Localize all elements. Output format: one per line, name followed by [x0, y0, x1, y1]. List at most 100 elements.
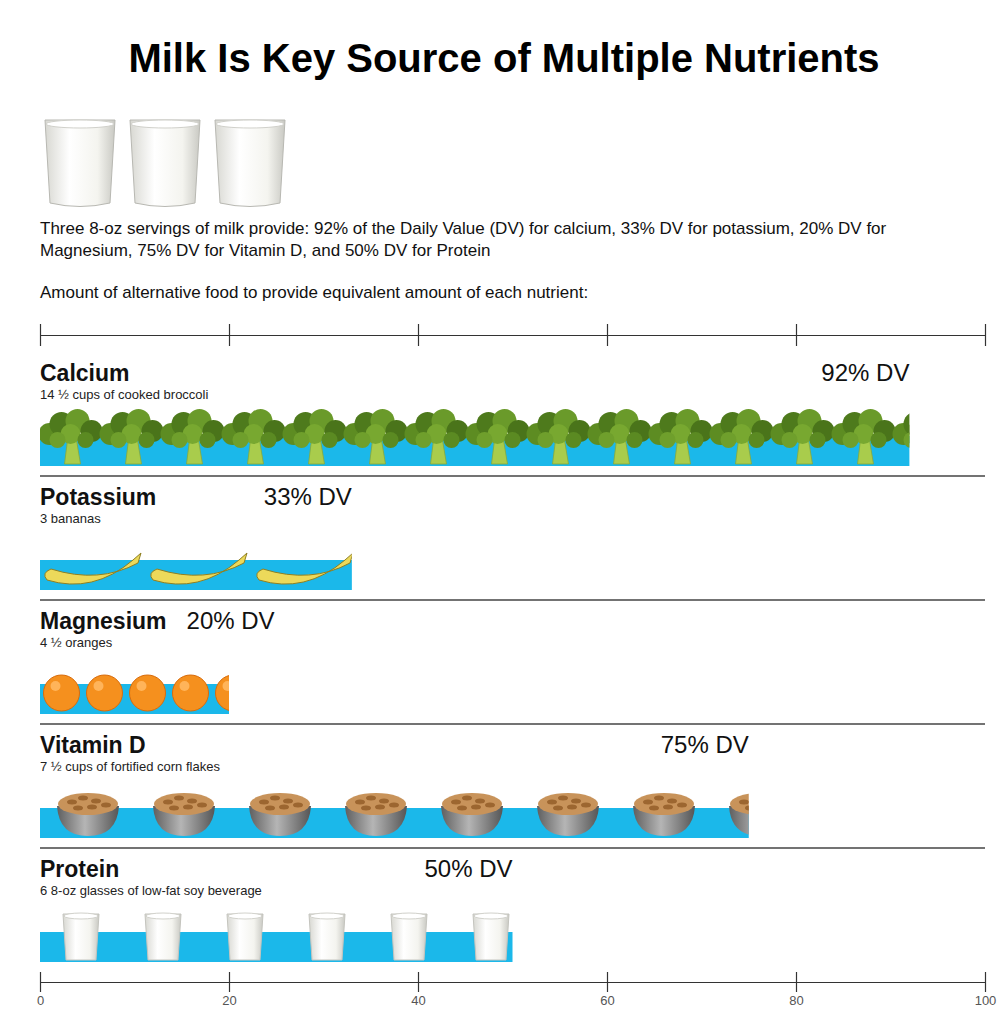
cereal-flake — [475, 799, 485, 804]
category-label: Magnesium — [40, 608, 167, 634]
icon-group — [57, 793, 749, 836]
text-line: Magnesium, 75% DV for Vitamin D, and 50%… — [40, 241, 490, 260]
cereal — [154, 793, 214, 815]
broccoli-floret — [355, 432, 371, 448]
data-label: 50% DV — [424, 855, 512, 882]
cereal-flake — [471, 805, 481, 810]
cereal-flake — [78, 796, 88, 801]
cereal — [538, 793, 598, 815]
cereal-flake — [457, 806, 467, 811]
tick — [229, 324, 230, 346]
tick-mark — [985, 324, 986, 346]
icon — [527, 409, 591, 464]
icon — [100, 409, 164, 464]
cereal-flake — [654, 796, 664, 801]
soy-glass-rim — [310, 913, 344, 919]
chart-svg: Milk Is Key Source of Multiple Nutrients… — [0, 0, 1008, 1017]
icon — [130, 675, 166, 711]
cereal — [250, 793, 310, 815]
bar-row — [40, 675, 252, 714]
icon — [87, 675, 123, 711]
broccoli-floret — [749, 432, 765, 448]
tick-mark — [607, 324, 608, 346]
cereal-flake — [462, 796, 472, 801]
cereal-flake — [283, 799, 293, 804]
tick-label: 20 — [222, 993, 236, 1008]
broccoli-floret — [111, 432, 127, 448]
icon — [173, 675, 209, 711]
broccoli-floret — [172, 432, 188, 448]
subtitle: Three 8-oz servings of milk provide: 92%… — [40, 219, 887, 260]
cereal-flake — [169, 806, 179, 811]
row-separator — [40, 847, 985, 848]
icon — [633, 793, 695, 836]
x-axis-top — [41, 324, 986, 346]
cereal-flake — [677, 803, 687, 808]
tick-label: 0 — [37, 993, 44, 1008]
data-label: 75% DV — [661, 731, 749, 758]
icon — [537, 793, 599, 836]
banana — [151, 553, 247, 584]
cereal-flake — [187, 799, 197, 804]
data-label: 33% DV — [264, 483, 352, 510]
broccoli-floret — [871, 432, 887, 448]
icon — [40, 409, 103, 464]
broccoli-floret — [660, 432, 676, 448]
x-axis-bottom: 020406080100 — [37, 972, 996, 1008]
icon-group — [63, 913, 509, 960]
icon — [473, 913, 509, 960]
text-line: Three 8-oz servings of milk provide: 92%… — [40, 219, 887, 238]
broccoli-floret — [721, 432, 737, 448]
orange-highlight — [180, 681, 190, 691]
bar-row — [40, 793, 791, 838]
category-label: Calcium — [40, 360, 129, 386]
cereal-flake — [265, 806, 275, 811]
cereal — [346, 793, 406, 815]
icon — [344, 409, 408, 464]
icon — [649, 409, 713, 464]
cereal-flake — [667, 799, 677, 804]
soy-glass — [473, 914, 509, 960]
tick-mark — [418, 324, 419, 346]
category-note: 14 ½ cups of cooked broccoli — [40, 387, 208, 402]
orange — [216, 675, 230, 711]
cereal-flake — [293, 803, 303, 808]
icon — [466, 409, 530, 464]
icon — [227, 913, 263, 960]
category-label: Vitamin D — [40, 732, 146, 758]
broccoli-floret — [261, 432, 277, 448]
soy-glass — [63, 914, 99, 960]
icon — [832, 409, 896, 464]
tick — [607, 324, 608, 346]
broccoli-floret — [810, 432, 826, 448]
broccoli-floret — [566, 432, 582, 448]
icon — [710, 409, 774, 464]
row-separator — [40, 599, 985, 600]
icon — [283, 409, 347, 464]
broccoli-floret — [477, 432, 493, 448]
cereal-flake — [73, 806, 83, 811]
cereal-flake — [259, 800, 269, 805]
text-layer: Calcium14 ½ cups of cooked broccoli92% D… — [40, 359, 909, 898]
cereal-flake — [361, 806, 371, 811]
tick: 20 — [222, 972, 236, 1008]
tick-mark — [985, 972, 986, 992]
cereal-flake — [553, 806, 563, 811]
icon — [222, 409, 286, 464]
icon — [441, 793, 503, 836]
soy-glass-rim — [146, 913, 180, 919]
category-note: 4 ½ oranges — [40, 635, 113, 650]
icon — [893, 409, 910, 464]
cereal — [58, 793, 118, 815]
broccoli-floret — [233, 432, 249, 448]
cereal-flake — [571, 799, 581, 804]
milk-glass-icon — [45, 120, 115, 207]
category-note: 3 bananas — [40, 511, 101, 526]
cereal-flake — [581, 803, 591, 808]
tick: 100 — [975, 972, 997, 1008]
cereal-flake — [270, 796, 280, 801]
tick-mark — [40, 972, 41, 992]
cereal-flake — [101, 803, 111, 808]
tick: 0 — [37, 972, 44, 1008]
bar-row — [40, 409, 957, 466]
